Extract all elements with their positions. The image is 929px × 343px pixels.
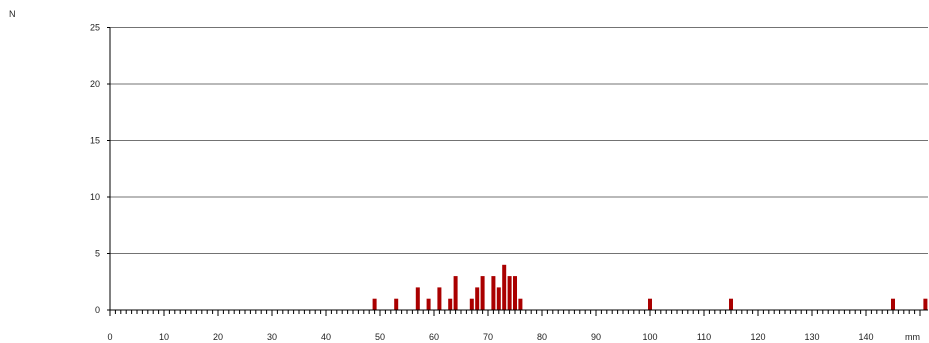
x-tick-label: 40 (321, 332, 331, 342)
x-tick-labels: 0 10 20 30 40 50 60 70 80 90 100 110 120 130 140 (107, 332, 873, 342)
bar (507, 276, 512, 310)
gridlines (110, 27, 928, 254)
x-tick-label: 10 (159, 332, 169, 342)
bar (496, 287, 501, 310)
y-tick-label: 0 (95, 305, 100, 315)
y-tick-label: 25 (90, 23, 100, 33)
bar (426, 298, 431, 310)
x-tick-label: 0 (107, 332, 112, 342)
bar (480, 276, 485, 310)
y-tick-label: 10 (90, 192, 100, 202)
x-tick-label: 50 (375, 332, 385, 342)
bar (453, 276, 458, 310)
bar (518, 298, 523, 310)
y-tick-labels: 0 5 10 15 20 25 (90, 23, 100, 316)
y-tick-label: 20 (90, 79, 100, 89)
bar (475, 287, 480, 310)
axes (107, 27, 928, 316)
bar (923, 298, 928, 310)
x-tick-label: 120 (750, 332, 765, 342)
x-tick-label: 90 (591, 332, 601, 342)
x-tick-label: 100 (642, 332, 657, 342)
y-axis-label: N (9, 9, 16, 19)
x-tick-label: 30 (267, 332, 277, 342)
x-tick-label: 140 (858, 332, 873, 342)
x-tick-label: 70 (483, 332, 493, 342)
bar (437, 287, 442, 310)
bar (729, 298, 733, 310)
bar (469, 298, 474, 310)
bar (648, 298, 652, 310)
bar (502, 264, 507, 310)
x-tick-label: 130 (804, 332, 819, 342)
bar (394, 298, 399, 310)
x-tick-label: 60 (429, 332, 439, 342)
bars (372, 264, 928, 310)
bar (513, 276, 517, 310)
y-tick-label: 15 (90, 136, 100, 146)
x-axis-label: mm (905, 332, 920, 342)
x-tick-label: 20 (213, 332, 223, 342)
bar (415, 287, 420, 310)
bar (891, 298, 895, 310)
bar (372, 298, 377, 310)
bar (448, 298, 453, 310)
x-tick-label: 110 (697, 332, 711, 342)
y-tick-label: 5 (95, 249, 100, 259)
bar (491, 276, 496, 310)
x-tick-label: 80 (537, 332, 547, 342)
